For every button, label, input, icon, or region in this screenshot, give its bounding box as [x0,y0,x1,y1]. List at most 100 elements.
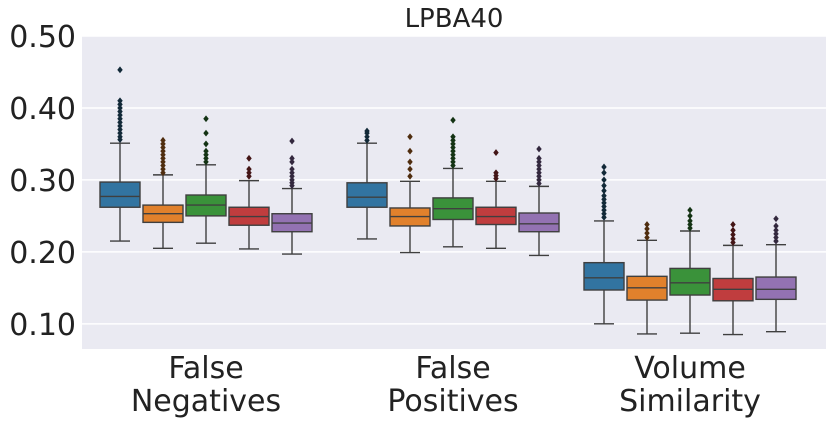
box-body [346,182,388,208]
outlier-point [450,154,456,162]
outlier-point [450,162,456,169]
outlier-point [601,163,607,171]
outlier-point [773,222,779,230]
outlier-point [203,129,209,137]
y-tick-label: 0.30 [9,164,76,199]
outlier-point [601,169,607,177]
plot-background [82,36,826,349]
box-item [669,206,711,334]
chart-title: LPBA40 [405,4,504,34]
outlier-point [773,226,779,234]
outlier-point [203,140,209,148]
box-item [99,66,141,242]
box-item [583,163,625,325]
outlier-point [160,136,166,144]
box-item [755,215,797,333]
outlier-point [203,151,209,159]
box-group-1 [99,66,313,255]
outlier-point [117,111,123,119]
box-body [99,181,141,208]
outlier-point [730,235,736,243]
outlier-point [450,151,456,159]
outlier-point [536,165,542,173]
x-category-label-line1: Volume [634,351,746,386]
box-item [185,115,227,244]
outlier-point [644,221,650,228]
outlier-point [601,206,607,214]
outlier-point [773,237,779,245]
outlier-point [730,221,736,228]
outlier-point [773,230,779,238]
box-item [626,221,668,335]
box-item [712,221,754,336]
outlier-point [117,126,123,133]
y-tick-labels: 0.10 0.20 0.30 0.40 0.50 [9,20,76,343]
box-body [518,212,560,233]
outlier-point [601,210,607,218]
outlier-point [773,215,779,223]
outlier-point [160,162,166,169]
outlier-point [160,169,166,177]
outlier-point [687,224,693,232]
outlier-point [407,172,413,180]
outlier-point [536,145,542,153]
outlier-point [536,180,542,187]
outlier-point [687,217,693,225]
y-tick-label: 0.20 [9,236,76,271]
outlier-point [289,154,295,162]
outlier-point [160,147,166,155]
outlier-point [203,158,209,166]
outlier-point [601,213,607,221]
box-body [475,206,517,226]
outlier-point [117,133,123,141]
outlier-point [450,116,456,124]
outlier-point [601,182,607,190]
outlier-point [117,97,123,105]
outlier-point [117,108,123,115]
outlier-point [687,221,693,228]
outlier-point [493,149,499,156]
box-item [518,145,560,257]
box-item [432,116,474,248]
outlier-point [289,176,295,184]
x-category-label-line2: Negatives [131,384,281,419]
outlier-point [450,147,456,155]
outlier-point [246,172,252,180]
outlier-point [117,122,123,130]
outlier-point [601,203,607,210]
outlier-point [117,104,123,112]
outlier-point [601,199,607,207]
outlier-point [407,165,413,173]
outlier-point [450,140,456,148]
y-tick-label: 0.10 [9,308,76,343]
box-body [583,261,625,291]
outlier-point [364,133,370,141]
outlier-point [493,169,499,177]
outlier-point [601,195,607,203]
outlier-point [450,133,456,141]
x-category-label-line2: Positives [387,384,518,419]
x-category-label-line2: Similarity [619,384,761,419]
outlier-point [364,136,370,144]
outlier-point [601,176,607,184]
x-category-label-line1: False [168,351,243,386]
outlier-point [730,231,736,238]
x-category-label-line1: False [415,351,490,386]
outlier-point [160,158,166,166]
outlier-point [407,147,413,155]
outlier-point [601,192,607,200]
y-tick-label: 0.40 [9,92,76,127]
outlier-point [289,172,295,180]
outlier-point [246,165,252,173]
outlier-point [289,165,295,173]
outlier-point [536,162,542,169]
outlier-point [644,225,650,233]
outlier-point [450,136,456,144]
outlier-point [117,115,123,123]
box-group-2 [346,116,560,257]
outlier-point [203,115,209,123]
outlier-point [730,226,736,234]
outlier-point [536,172,542,180]
outlier-point [289,169,295,177]
